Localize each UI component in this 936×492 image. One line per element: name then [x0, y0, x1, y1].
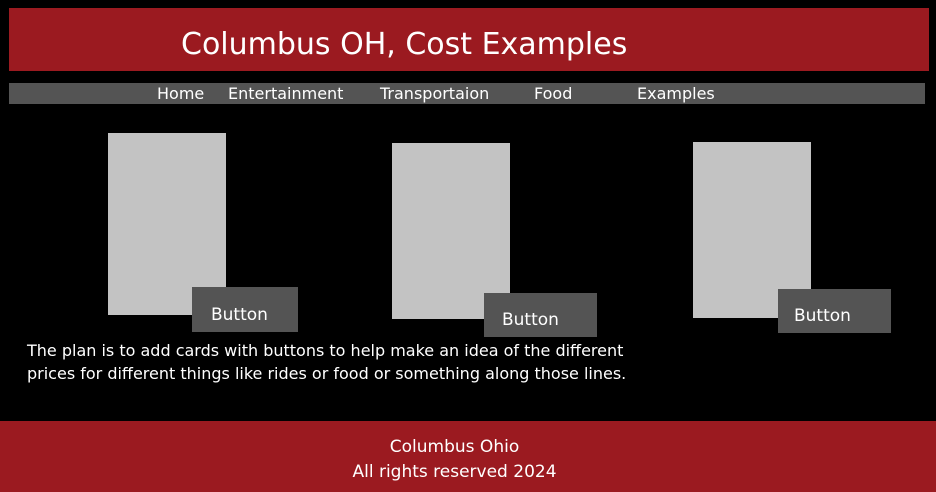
card-button[interactable]: Button	[778, 289, 891, 333]
page-title: Columbus OH, Cost Examples	[181, 27, 628, 62]
nav-item-home[interactable]: Home	[157, 84, 205, 103]
footer: Columbus Ohio All rights reserved 2024	[0, 421, 936, 492]
footer-location: Columbus Ohio	[389, 437, 520, 457]
nav-item-food[interactable]: Food	[534, 84, 573, 103]
card-button-label: Button	[211, 305, 268, 325]
nav-item-examples[interactable]: Examples	[637, 84, 715, 103]
nav-item-transportation[interactable]: Transportaion	[380, 84, 490, 103]
card-image-placeholder	[392, 143, 510, 319]
nav-item-entertainment[interactable]: Entertainment	[228, 84, 344, 103]
card-button[interactable]: Button	[192, 287, 298, 332]
card-button-label: Button	[794, 306, 851, 326]
header-banner: Columbus OH, Cost Examples	[9, 8, 929, 71]
card-image-placeholder	[693, 142, 811, 318]
card-image-placeholder	[108, 133, 226, 315]
nav-bar: Home Entertainment Transportaion Food Ex…	[9, 83, 925, 104]
footer-copyright: All rights reserved 2024	[352, 462, 557, 482]
card-button[interactable]: Button	[484, 293, 597, 337]
card-button-label: Button	[502, 310, 559, 330]
intro-paragraph: The plan is to add cards with buttons to…	[27, 341, 627, 383]
